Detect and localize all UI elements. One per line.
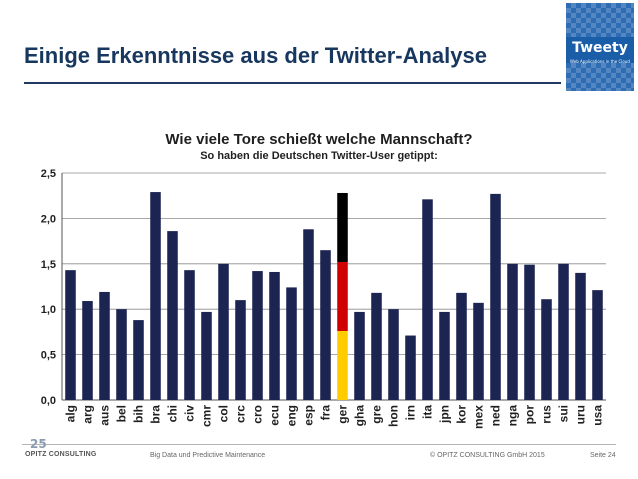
bar-kor: [456, 292, 467, 400]
footer-logo-number: 25: [30, 437, 47, 451]
bar-alg: [65, 270, 76, 400]
logo-band: [566, 37, 634, 63]
bar-bih: [133, 320, 144, 400]
bar-crc: [235, 300, 246, 400]
chart-subtitle: So haben die Deutschen Twitter-User geti…: [200, 150, 438, 162]
x-tick-label-gre: gre: [370, 405, 384, 424]
x-tick-label-por: por: [523, 405, 537, 425]
footer-copyright: © OPITZ CONSULTING GmbH 2015: [430, 452, 545, 459]
x-tick-label-mex: mex: [472, 405, 486, 429]
logo-text: Tweety: [572, 40, 628, 56]
bar-irn: [405, 335, 416, 400]
bar-ita: [422, 199, 433, 400]
x-tick-label-fra: fra: [319, 405, 333, 421]
bar-sui: [558, 263, 569, 400]
tweety-logo: Tweety Web Applications in the Cloud: [566, 3, 634, 91]
bar-esp: [303, 229, 314, 400]
x-tick-label-cro: cro: [251, 405, 265, 424]
bar-arg: [82, 301, 93, 400]
logo-subtext: Web Applications in the Cloud: [570, 59, 630, 64]
y-tick-label: 0,5: [41, 350, 56, 362]
x-tick-label-eng: eng: [285, 405, 299, 426]
x-tick-label-rus: rus: [540, 405, 554, 424]
bar-gre: [371, 292, 382, 400]
bar-uru: [575, 272, 586, 400]
bar-jpn: [439, 311, 450, 400]
bar-col: [218, 263, 229, 400]
x-tick-label-chi: chi: [166, 405, 180, 422]
footer-page-number: Seite 24: [590, 452, 616, 459]
x-tick-label-uru: uru: [574, 405, 588, 424]
x-tick-label-nga: nga: [506, 405, 520, 427]
x-tick-label-bra: bra: [149, 405, 163, 424]
x-tick-label-ecu: ecu: [268, 405, 282, 426]
bar-fra: [320, 250, 331, 400]
bar-bra: [150, 192, 161, 400]
bar-cro: [252, 271, 263, 400]
x-tick-label-sui: sui: [557, 405, 571, 422]
bar-usa: [592, 290, 603, 400]
slide-title: Einige Erkenntnisse aus der Twitter-Anal…: [24, 43, 487, 68]
y-tick-label: 2,0: [41, 213, 56, 225]
title-divider: [24, 82, 561, 84]
footer-presentation-title: Big Data und Predictive Maintenance: [150, 452, 266, 459]
footer-logo-name: OPITZ CONSULTING: [25, 451, 97, 458]
x-tick-label-esp: esp: [302, 405, 316, 426]
y-tick-label: 1,0: [41, 304, 56, 316]
y-tick-label: 1,5: [41, 259, 56, 271]
bar-ger-gold: [337, 330, 348, 400]
bar-por: [524, 264, 535, 400]
x-tick-label-crc: crc: [234, 405, 248, 423]
x-tick-label-usa: usa: [591, 405, 605, 426]
y-tick-label: 0,0: [41, 395, 56, 407]
bar-gha: [354, 311, 365, 400]
bar-hon: [388, 309, 399, 400]
footer-divider: [22, 444, 616, 445]
bar-ger-red: [337, 261, 348, 331]
bar-chi: [167, 231, 178, 400]
x-tick-label-cmr: cmr: [200, 405, 214, 427]
x-tick-label-kor: kor: [455, 405, 469, 424]
bar-ger-black: [337, 192, 348, 262]
x-tick-label-bih: bih: [132, 405, 146, 423]
chart-title: Wie viele Tore schießt welche Mannschaft…: [165, 131, 473, 148]
bar-bel: [116, 309, 127, 400]
x-tick-label-irn: irn: [404, 405, 418, 420]
x-tick-label-civ: civ: [183, 405, 197, 422]
bar-mex: [473, 302, 484, 400]
bar-civ: [184, 270, 195, 400]
bar-ecu: [269, 271, 280, 400]
bar-cmr: [201, 311, 212, 400]
bar-nga: [507, 263, 518, 400]
bar-ned: [490, 193, 501, 400]
bar-aus: [99, 291, 110, 400]
x-tick-label-ned: ned: [489, 405, 503, 426]
x-tick-label-alg: alg: [64, 405, 78, 422]
x-tick-label-ita: ita: [421, 405, 435, 419]
x-tick-label-aus: aus: [98, 405, 112, 426]
x-tick-label-hon: hon: [387, 405, 401, 427]
bar-rus: [541, 299, 552, 400]
bar-eng: [286, 287, 297, 400]
x-tick-label-arg: arg: [81, 405, 95, 424]
x-tick-label-bel: bel: [115, 405, 129, 422]
x-tick-label-ger: ger: [336, 405, 350, 424]
y-tick-label: 2,5: [41, 168, 56, 180]
x-tick-label-col: col: [217, 405, 231, 422]
x-tick-label-jpn: jpn: [438, 405, 452, 424]
x-tick-label-gha: gha: [353, 405, 367, 427]
